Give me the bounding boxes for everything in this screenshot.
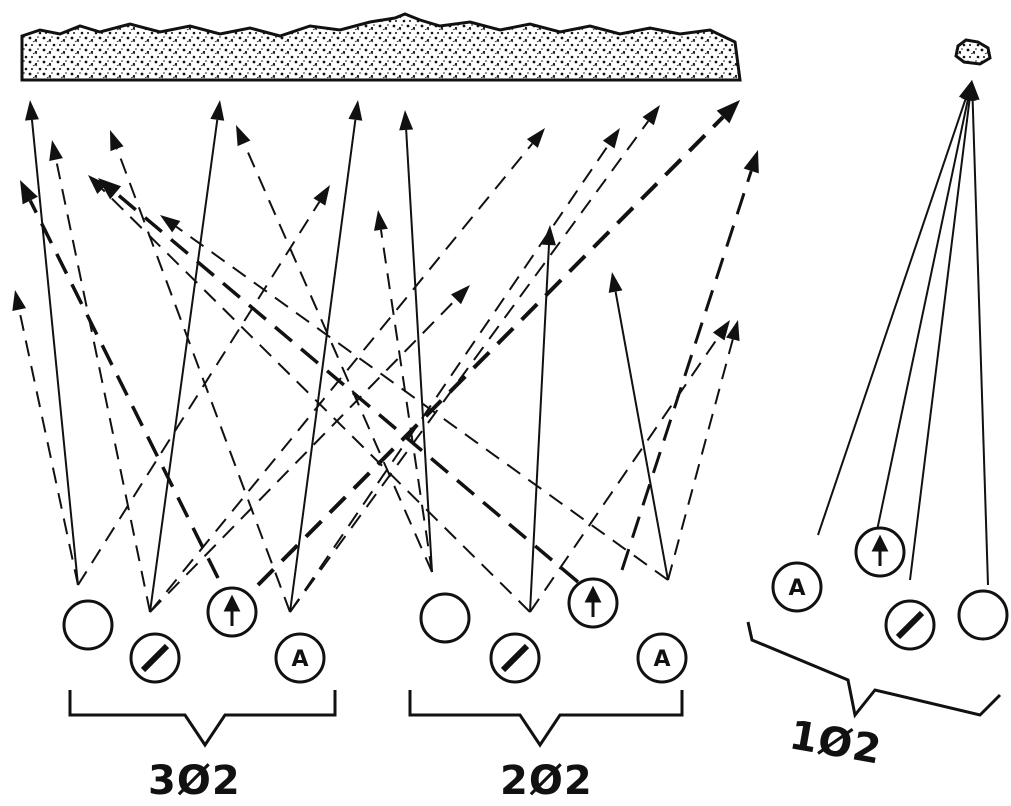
marker-circle	[62, 599, 114, 651]
dashed-ray-arrow	[110, 130, 291, 613]
group-1o2-marker-arrow	[854, 526, 906, 578]
group-1o2-marker-plain	[957, 589, 1009, 641]
dashed-ray-arrow	[256, 100, 740, 587]
group-3o2-marker-plain	[62, 599, 114, 651]
solid-ray-arrow	[529, 225, 556, 613]
dashed-ray-arrow	[149, 285, 470, 613]
group-label-2o2: 2Ø2	[500, 758, 593, 804]
solid-ray-arrow	[965, 80, 989, 586]
solid-ray-arrow	[149, 100, 225, 613]
solid-ray-arrow	[25, 100, 79, 586]
solid-ray-arrow	[874, 80, 975, 541]
dashed-ray-arrow	[160, 215, 669, 581]
dashed-ray-arrow	[236, 125, 433, 573]
group-2o2-marker-plain	[419, 592, 471, 644]
solid-ray-arrow	[817, 80, 973, 536]
group-2o2-marker-arrow	[567, 577, 619, 629]
dashed-ray-arrow	[88, 175, 531, 613]
arrow-icon	[871, 534, 889, 566]
slash-mark	[500, 643, 530, 673]
dashed-ray-arrow	[289, 105, 660, 613]
solid-ray-arrow	[399, 110, 433, 573]
dashed-ray-arrow	[289, 128, 620, 613]
group-3o2-marker-slash	[129, 632, 181, 684]
marker-circle	[274, 632, 326, 684]
marker-circle	[419, 592, 471, 644]
dashed-ray-arrow	[49, 140, 151, 613]
dashed-ray-arrow	[20, 180, 220, 579]
group-3o2-marker-arrow	[206, 586, 258, 638]
brace-1o2	[746, 621, 1002, 719]
group-2o2-marker-slash	[489, 632, 541, 684]
dashed-ray-arrow	[374, 210, 433, 573]
textured-surface	[20, 12, 742, 82]
solid-ray-arrow	[608, 272, 669, 581]
marker-letter: A	[291, 647, 308, 672]
dashed-ray-arrow	[77, 185, 330, 586]
marker-letter: A	[788, 576, 805, 601]
dashed-ray-arrow	[667, 320, 740, 581]
brace-2o2	[408, 690, 684, 748]
group-3o2-marker-letter: A	[274, 632, 326, 684]
slash-mark	[140, 643, 170, 673]
group-1o2-marker-letter: A	[771, 561, 823, 613]
ray-layer	[12, 80, 989, 613]
group-label-3o2: 3Ø2	[148, 758, 241, 804]
group-2o2-marker-letter: A	[636, 632, 688, 684]
dashed-ray-arrow	[98, 178, 580, 584]
dashed-ray-arrow	[12, 290, 79, 586]
solid-ray-arrow	[289, 100, 363, 613]
marker-circle	[957, 589, 1009, 641]
brace-3o2	[68, 690, 337, 748]
small-particle	[954, 38, 992, 66]
group-1o2-marker-slash	[884, 599, 936, 651]
dashed-ray-arrow	[149, 128, 545, 613]
arrow-icon	[223, 594, 241, 626]
arrow-icon	[584, 585, 602, 617]
marker-circle	[636, 632, 688, 684]
marker-circle	[771, 561, 823, 613]
slash-mark	[895, 610, 925, 640]
dashed-ray-arrow	[620, 150, 759, 571]
dashed-ray-arrow	[529, 320, 730, 613]
marker-letter: A	[653, 647, 670, 672]
marker-layer: A A A	[62, 526, 1009, 684]
